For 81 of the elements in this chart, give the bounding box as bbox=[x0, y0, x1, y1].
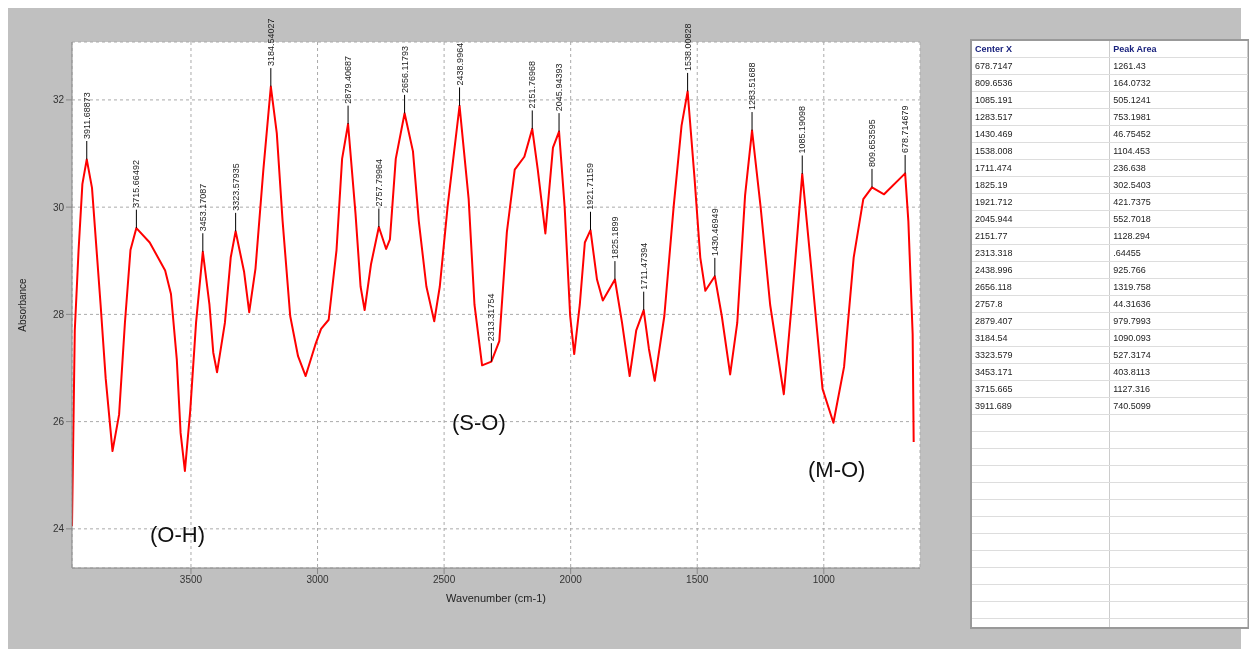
category-label: 1430.469 bbox=[972, 125, 1110, 143]
text: 505.1241 bbox=[1113, 95, 1151, 105]
text: 1104.453 bbox=[1113, 146, 1151, 156]
annotation: 3453.17087 bbox=[197, 183, 208, 232]
category-label: 1711.474 bbox=[972, 159, 1110, 177]
category-label: 3911.689 bbox=[972, 397, 1110, 415]
annotation: 2313.31754 bbox=[486, 293, 497, 342]
annotation: (S-O) bbox=[452, 410, 506, 436]
category-label: 2757.8 bbox=[972, 295, 1110, 313]
text: Center X bbox=[972, 41, 1110, 58]
text: 1128.294 bbox=[1113, 231, 1151, 241]
annotation: (M-O) bbox=[808, 457, 866, 483]
annotation: 2656.11793 bbox=[399, 46, 410, 93]
annotation: 809.653595 bbox=[866, 119, 877, 167]
category-label: 1825.19 bbox=[972, 176, 1110, 194]
annotation: 2438.9964 bbox=[454, 42, 465, 86]
annotation: 2757.79964 bbox=[373, 159, 384, 207]
text: 403.8113 bbox=[1113, 367, 1151, 377]
category-label: 1538.008 bbox=[972, 142, 1110, 160]
category-label: 2151.77 bbox=[972, 227, 1110, 245]
y-tick-label: 30 bbox=[52, 201, 65, 213]
annotation: (O-H) bbox=[150, 522, 205, 548]
category-label: 1283.517 bbox=[972, 108, 1110, 126]
annotation: 2151.76968 bbox=[527, 60, 538, 109]
text: 740.5099 bbox=[1113, 401, 1151, 411]
x-tick-label: 1000 bbox=[812, 574, 836, 586]
category-label: 3715.665 bbox=[972, 380, 1110, 398]
annotation: 678.714679 bbox=[900, 105, 911, 153]
text: 925.766 bbox=[1113, 265, 1146, 275]
annotation: 1430.46949 bbox=[709, 208, 720, 256]
text: 302.5403 bbox=[1113, 180, 1151, 190]
category-label: 2656.118 bbox=[972, 278, 1110, 296]
annotation: 1085.19098 bbox=[797, 105, 808, 154]
y-tick-label: 28 bbox=[52, 308, 65, 320]
text: 1319.758 bbox=[1113, 282, 1151, 292]
category-label: 2313.318 bbox=[972, 244, 1110, 262]
x-tick-label: 3500 bbox=[179, 574, 203, 586]
x-tick-label: 3000 bbox=[306, 574, 330, 586]
text: 979.7993 bbox=[1113, 316, 1151, 326]
category-label: 1085.191 bbox=[972, 91, 1110, 109]
x-tick-label: 1500 bbox=[686, 574, 709, 586]
y-axis-title: Absorbance bbox=[16, 277, 28, 332]
text: 527.3174 bbox=[1113, 350, 1151, 360]
text: 46.75452 bbox=[1113, 129, 1151, 139]
text: 421.7375 bbox=[1113, 197, 1151, 207]
annotation: 1538.00828 bbox=[682, 23, 693, 71]
text: 1261.43 bbox=[1113, 61, 1146, 71]
category-label: 2879.407 bbox=[972, 312, 1110, 330]
annotation: 1283.51688 bbox=[747, 62, 758, 111]
category-label: 3453.171 bbox=[972, 363, 1110, 381]
annotation: 3911.68873 bbox=[81, 92, 92, 140]
y-tick-label: 26 bbox=[52, 416, 65, 428]
category-label: 2045.944 bbox=[972, 210, 1110, 228]
annotation: 1825.1899 bbox=[609, 216, 620, 260]
x-tick-label: 2500 bbox=[432, 574, 456, 586]
annotation: 3715.66492 bbox=[131, 160, 142, 208]
annotation: 3323.57935 bbox=[230, 163, 241, 211]
x-axis-title: Wavenumber (cm-1) bbox=[446, 592, 546, 604]
category-label: 678.7147 bbox=[972, 57, 1110, 75]
text: 753.1981 bbox=[1113, 112, 1151, 122]
text: 236.638 bbox=[1113, 163, 1146, 173]
text: 552.7018 bbox=[1113, 214, 1151, 224]
annotation: 3184.54027 bbox=[265, 18, 276, 67]
annotation: 1921.71159 bbox=[585, 162, 596, 210]
text: .64455 bbox=[1113, 248, 1141, 258]
annotation: 2045.94393 bbox=[554, 63, 565, 112]
text: 44.31636 bbox=[1113, 299, 1151, 309]
annotation: 2879.40687 bbox=[343, 56, 354, 104]
text: 164.0732 bbox=[1113, 78, 1151, 88]
category-label: 3323.579 bbox=[972, 346, 1110, 364]
category-label: 1921.712 bbox=[972, 193, 1110, 211]
text: Peak Area bbox=[1109, 41, 1248, 58]
category-label: 3184.54 bbox=[972, 329, 1110, 347]
category-label: 809.6536 bbox=[972, 74, 1110, 92]
y-tick-label: 32 bbox=[52, 94, 65, 106]
text: 1127.316 bbox=[1113, 384, 1151, 394]
annotation: 1711.47394 bbox=[638, 242, 649, 290]
y-tick-label: 24 bbox=[52, 523, 65, 535]
text: 1090.093 bbox=[1113, 333, 1151, 343]
x-tick-label: 2000 bbox=[559, 574, 583, 586]
category-label: 2438.996 bbox=[972, 261, 1110, 279]
